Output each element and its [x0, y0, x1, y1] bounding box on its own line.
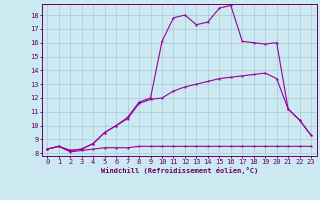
- X-axis label: Windchill (Refroidissement éolien,°C): Windchill (Refroidissement éolien,°C): [100, 167, 258, 174]
